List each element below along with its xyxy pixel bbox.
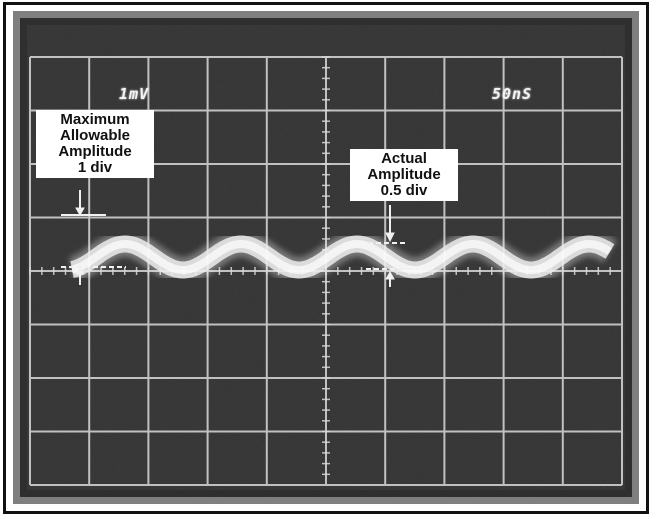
max-amplitude-marker [61, 190, 126, 285]
callout-line: Actual [381, 150, 427, 167]
actual-amplitude-marker [366, 205, 412, 287]
callout-line: Maximum [60, 111, 130, 128]
callout-line: 1 div [77, 159, 113, 176]
callout-line: Amplitude [58, 143, 132, 160]
time-per-div-readout: 50nS [492, 85, 533, 103]
oscilloscope-screen [13, 11, 639, 504]
callout-line: Allowable [59, 127, 130, 144]
actual-amplitude-callout: Actual Amplitude 0.5 div [350, 149, 458, 201]
callout-line: 0.5 div [380, 182, 428, 199]
figure-frame: 1mV 50nS Maximum Allowable Amplitude 1 d… [3, 2, 649, 514]
waveform-trace [69, 231, 617, 283]
volts-per-div-readout: 1mV [119, 85, 150, 103]
callout-line: Amplitude [367, 166, 441, 183]
max-allowable-amplitude-callout: Maximum Allowable Amplitude 1 div [36, 110, 154, 178]
screen-vignette [13, 11, 639, 504]
